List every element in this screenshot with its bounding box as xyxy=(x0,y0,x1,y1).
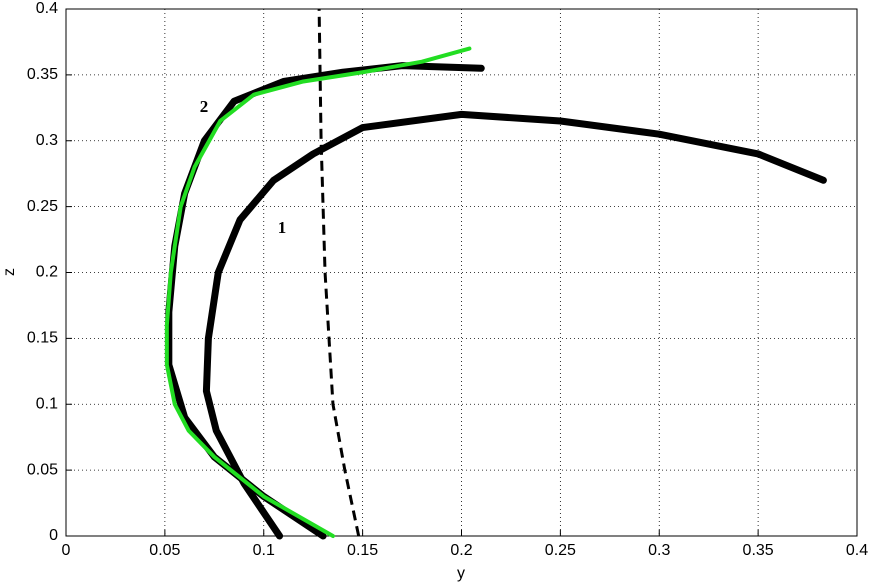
x-axis-label: y xyxy=(457,565,465,582)
plot-area xyxy=(66,9,857,536)
y-tick-label: 0.15 xyxy=(27,330,58,347)
y-tick-label: 0.3 xyxy=(36,132,58,149)
y-tick-label: 0.05 xyxy=(27,461,58,478)
x-tick-label: 0.35 xyxy=(743,542,774,559)
y-axis-label: z xyxy=(1,268,18,276)
y-tick-label: 0.35 xyxy=(27,66,58,83)
series-line xyxy=(317,8,361,537)
annotation: 2 xyxy=(200,97,209,116)
x-tick-label: 0.15 xyxy=(347,542,378,559)
x-tick-label: 0.25 xyxy=(545,542,576,559)
x-tick-label: 0 xyxy=(62,542,71,559)
x-tick-label: 0.4 xyxy=(846,542,868,559)
x-tick-label: 0.2 xyxy=(450,542,472,559)
series-line xyxy=(164,46,472,538)
x-tick-label: 0.3 xyxy=(648,542,670,559)
annotation: 1 xyxy=(278,218,287,237)
y-tick-label: 0.1 xyxy=(36,395,58,412)
series-line xyxy=(202,110,827,540)
plot-frame xyxy=(65,8,858,537)
y-tick-label: 0.25 xyxy=(27,198,58,215)
y-tick-label: 0 xyxy=(49,527,58,544)
x-tick-label: 0.05 xyxy=(149,542,180,559)
y-tick-label: 0.2 xyxy=(36,264,58,281)
x-tick-label: 0.1 xyxy=(253,542,275,559)
y-tick-label: 0.4 xyxy=(36,0,58,17)
